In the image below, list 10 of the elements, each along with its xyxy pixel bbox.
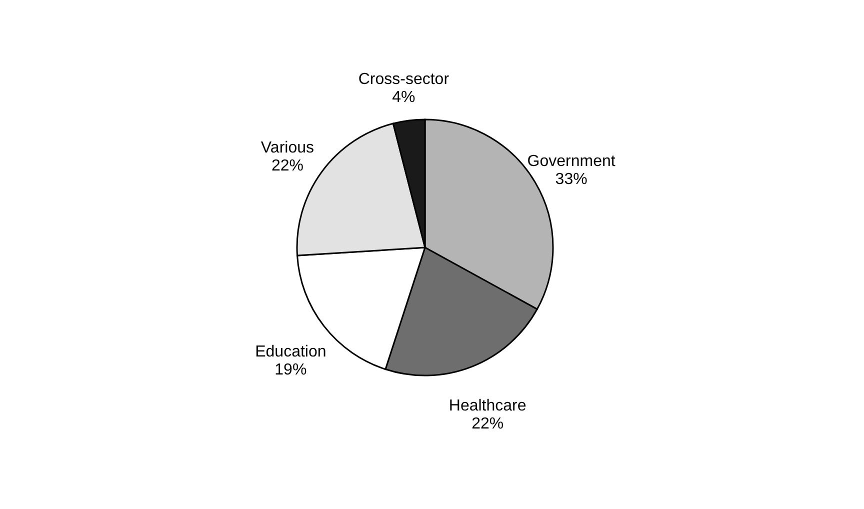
slice-label: Cross-sector [358,70,450,88]
slice-label: Various [260,140,314,157]
data-label: 22% [472,416,504,433]
data-label: 19% [274,362,307,379]
data-label: 22% [271,158,304,175]
data-label: 4% [392,88,416,106]
data-label: 33% [555,170,588,188]
slice-label: Government [527,152,616,170]
slice-label: Education [255,344,326,361]
slice-label: Healthcare [448,398,526,415]
